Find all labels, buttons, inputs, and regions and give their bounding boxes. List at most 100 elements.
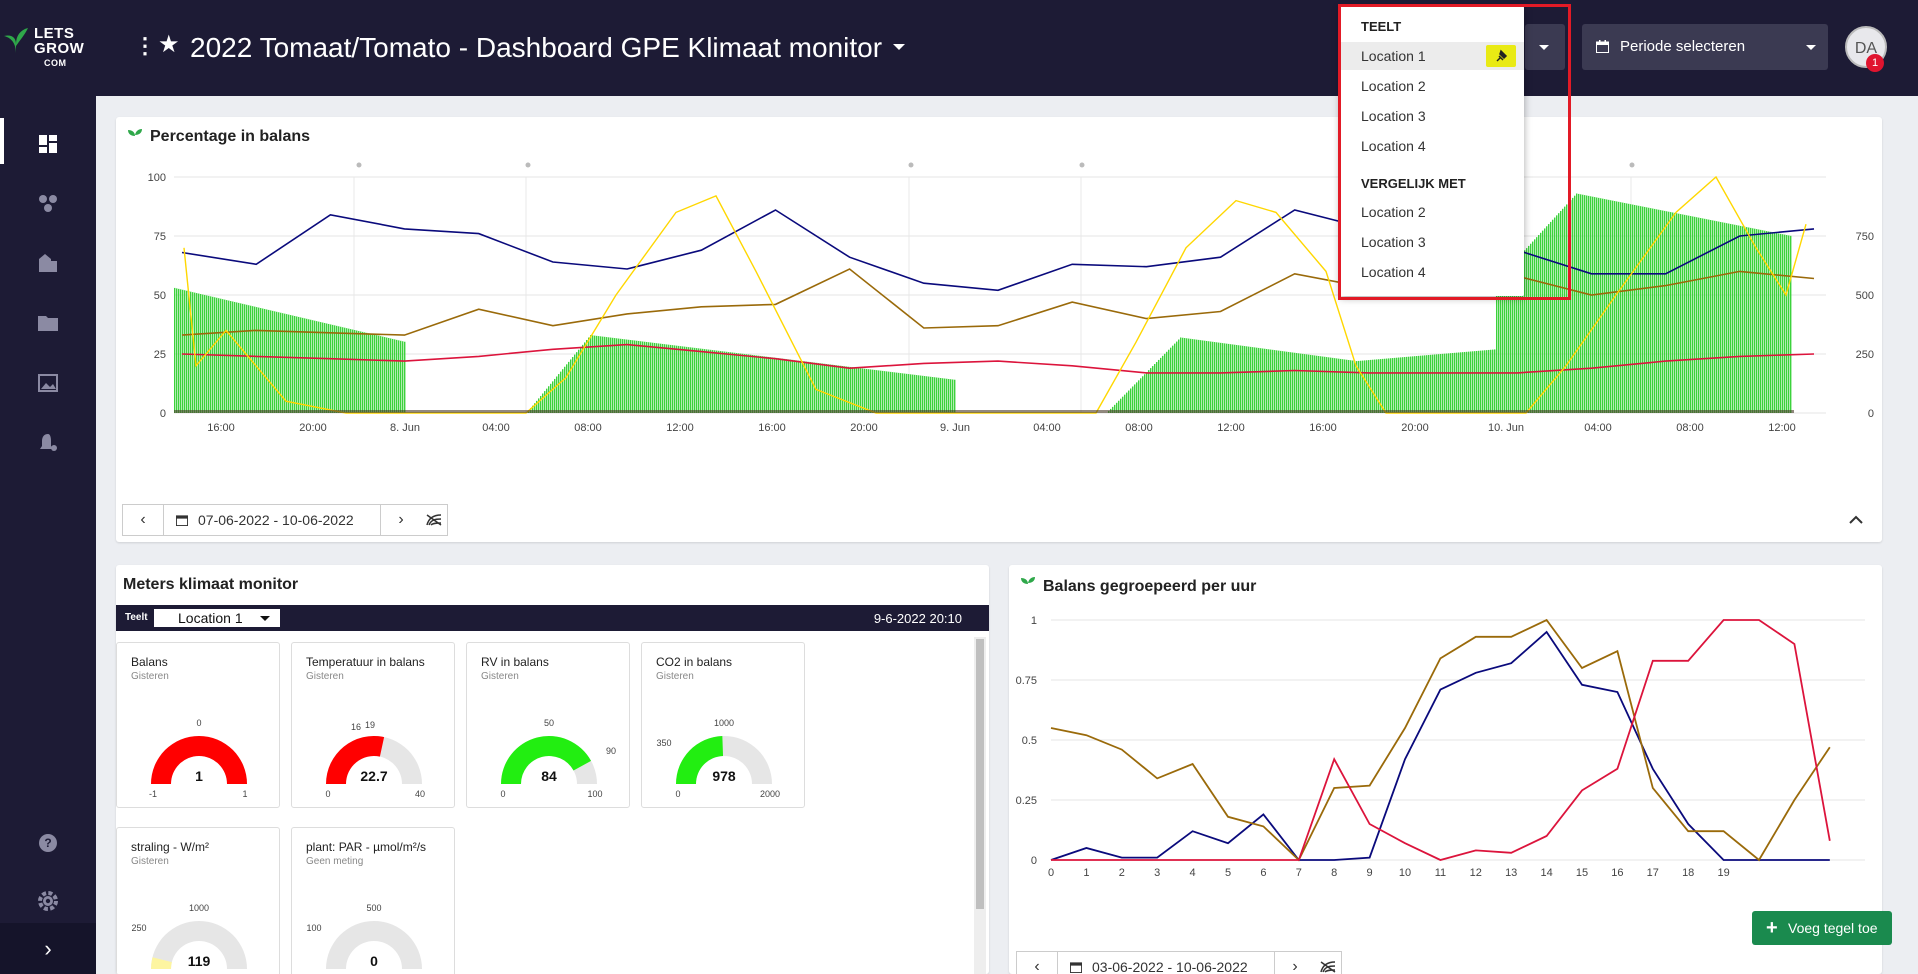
location-select[interactable] bbox=[1525, 24, 1565, 70]
gauge-max: 100 bbox=[587, 789, 602, 799]
pin-icon[interactable] bbox=[1486, 45, 1516, 67]
radiation-bar bbox=[546, 388, 548, 413]
gauge-marker-label: 500 bbox=[366, 903, 381, 913]
radiation-bar bbox=[1768, 231, 1770, 413]
radiation-bar bbox=[1458, 352, 1460, 413]
gauge-tile[interactable]: straling - W/m²Gisteren119015001000250 bbox=[116, 827, 280, 974]
radiation-bar bbox=[1522, 252, 1524, 413]
radiation-bar bbox=[1274, 350, 1276, 413]
hub-icon[interactable] bbox=[36, 191, 60, 215]
expand-sidebar-button[interactable]: › bbox=[0, 923, 96, 974]
compare-item-location-2[interactable]: Location 2 bbox=[1361, 204, 1426, 220]
live-update-icon[interactable] bbox=[425, 513, 443, 527]
radiation-bar bbox=[1544, 228, 1546, 413]
help-icon[interactable]: ? bbox=[36, 831, 60, 855]
radiation-bar bbox=[888, 371, 890, 413]
radiation-bar bbox=[652, 342, 654, 413]
radiation-bar bbox=[684, 346, 686, 413]
gauge-tile[interactable]: RV in balans Gisteren 84 0 100 50 90 bbox=[466, 642, 630, 808]
percentage-chart[interactable]: 0 25 50 75 100 0 250 500 750 16:00 20:00 8. Jun 04:0… bbox=[116, 157, 1882, 477]
gauge-tile[interactable]: Temperatuur in balans Gisteren 22.7 0 40 16 19 bbox=[291, 642, 455, 808]
radiation-bar bbox=[236, 302, 238, 413]
dropdown-item-location-3[interactable]: Location 3 bbox=[1361, 108, 1426, 124]
location-dropdown[interactable]: Location 1 bbox=[154, 609, 280, 627]
radiation-bar bbox=[1154, 364, 1156, 413]
x-tick-label: 16:00 bbox=[1309, 422, 1337, 434]
title-chevron-down-icon[interactable] bbox=[893, 44, 905, 50]
next-period-button[interactable]: › bbox=[1292, 958, 1298, 974]
radiation-bar bbox=[1160, 357, 1162, 413]
previous-period-button[interactable]: ‹ bbox=[1034, 958, 1040, 974]
collapse-icon[interactable] bbox=[1849, 515, 1863, 525]
dropdown-item-location-1[interactable]: Location 1 bbox=[1340, 42, 1524, 70]
greenhouse-icon[interactable] bbox=[36, 251, 60, 275]
dashboard-icon[interactable] bbox=[36, 132, 60, 156]
radiation-bar bbox=[1510, 265, 1512, 413]
radiation-bar bbox=[808, 361, 810, 413]
radiation-bar bbox=[1296, 353, 1298, 413]
radiation-bar bbox=[792, 359, 794, 413]
radiation-bar bbox=[1520, 254, 1522, 413]
folder-icon[interactable] bbox=[36, 311, 60, 335]
gauge-marker-label: 1000 bbox=[714, 718, 734, 728]
radiation-bar bbox=[1384, 358, 1386, 413]
compare-item-location-4[interactable]: Location 4 bbox=[1361, 264, 1426, 280]
radiation-bar bbox=[1756, 229, 1758, 413]
dropdown-item-location-2[interactable]: Location 2 bbox=[1361, 78, 1426, 94]
gauge-max: 2000 bbox=[760, 789, 780, 799]
radiation-bar bbox=[1146, 372, 1148, 413]
live-update-icon[interactable] bbox=[1319, 960, 1337, 974]
scrollbar-thumb[interactable] bbox=[976, 639, 984, 909]
radiation-bar bbox=[270, 310, 272, 413]
settings-icon[interactable] bbox=[36, 889, 60, 913]
compare-item-location-3[interactable]: Location 3 bbox=[1361, 234, 1426, 250]
image-icon[interactable] bbox=[36, 371, 60, 395]
previous-period-button[interactable]: ‹ bbox=[140, 511, 146, 528]
next-period-button[interactable]: › bbox=[398, 511, 404, 528]
radiation-bar bbox=[1308, 354, 1310, 413]
dropdown-item-location-4[interactable]: Location 4 bbox=[1361, 138, 1426, 154]
radiation-bar bbox=[622, 339, 624, 413]
radiation-bar bbox=[1140, 378, 1142, 413]
meters-scrollbar[interactable] bbox=[974, 637, 986, 974]
radiation-bar bbox=[1670, 212, 1672, 413]
radiation-bar bbox=[1686, 215, 1688, 413]
radiation-bar bbox=[670, 344, 672, 413]
gauge-tile[interactable]: CO2 in balans Gisteren 978 0 2000 1000 350 bbox=[641, 642, 805, 808]
gauge-title: RV in balans bbox=[481, 655, 549, 669]
add-tile-button[interactable]: + Voeg tegel toe bbox=[1752, 911, 1892, 945]
radiation-bar bbox=[1464, 351, 1466, 413]
calendar-icon bbox=[176, 515, 188, 526]
radiation-bar bbox=[1684, 214, 1686, 413]
radiation-bar bbox=[1186, 338, 1188, 413]
gauge-tile[interactable]: Balans Gisteren 1 -1 1 0 bbox=[116, 642, 280, 808]
alarm-settings-icon[interactable] bbox=[36, 431, 60, 455]
radiation-bar bbox=[724, 351, 726, 413]
radiation-bar bbox=[1636, 205, 1638, 413]
radiation-bar bbox=[318, 321, 320, 413]
letsgrow-logo[interactable]: LETS GROW COM bbox=[4, 22, 96, 74]
radiation-bar bbox=[844, 366, 846, 413]
x-tick-label: 16:00 bbox=[758, 422, 786, 434]
radiation-bar bbox=[320, 322, 322, 413]
radiation-bar bbox=[1212, 341, 1214, 413]
gauge-dial: 001000500100 bbox=[306, 903, 422, 969]
radiation-bar bbox=[1298, 353, 1300, 413]
radiation-bar bbox=[1286, 351, 1288, 413]
dashboard-title[interactable]: 2022 Tomaat/Tomato - Dashboard GPE Klima… bbox=[190, 32, 883, 63]
date-range-button[interactable]: 03-06-2022 - 10-06-2022 bbox=[1057, 952, 1275, 974]
radiation-bar bbox=[1242, 345, 1244, 413]
gauge-min: -1 bbox=[149, 789, 157, 799]
radiation-bar bbox=[1642, 206, 1644, 413]
more-menu-icon[interactable]: ⋮ bbox=[134, 33, 156, 58]
period-select[interactable]: Periode selecteren bbox=[1582, 24, 1828, 70]
favorite-star-icon[interactable]: ★ bbox=[158, 31, 180, 58]
radiation-bar bbox=[1226, 343, 1228, 413]
radiation-bar bbox=[1206, 340, 1208, 413]
radiation-bar bbox=[1594, 197, 1596, 413]
radiation-bar bbox=[302, 317, 304, 413]
radiation-bar bbox=[590, 335, 592, 413]
date-range-button[interactable]: 07-06-2022 - 10-06-2022 bbox=[163, 505, 381, 535]
